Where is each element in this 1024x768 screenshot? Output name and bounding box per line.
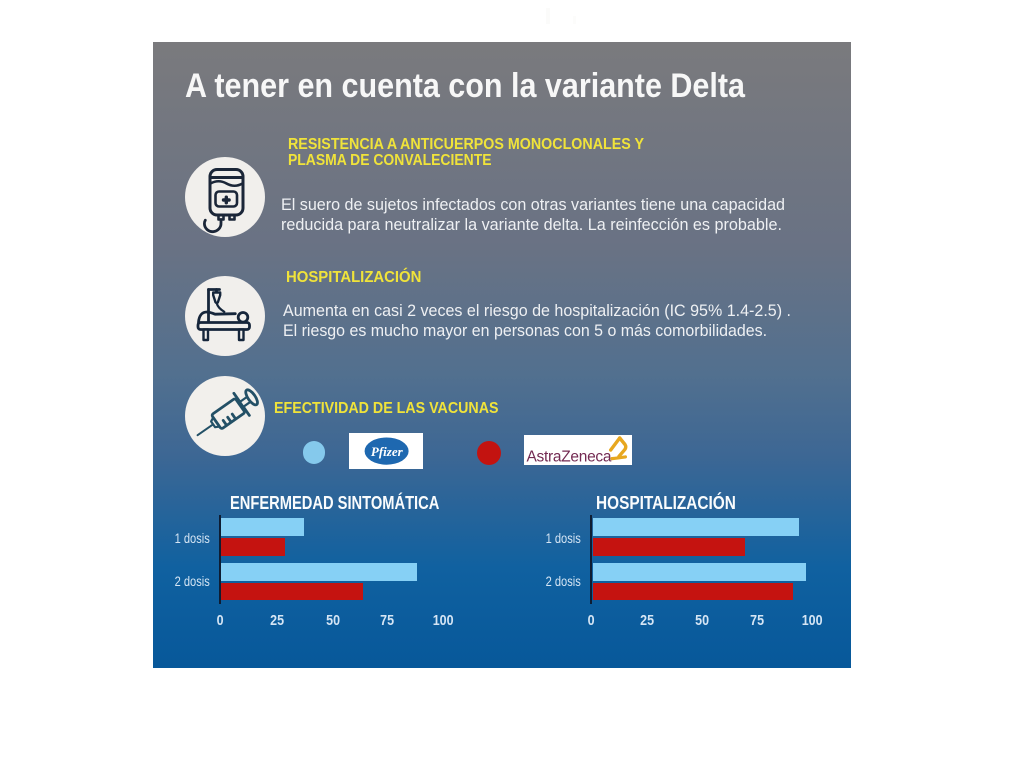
svg-text:AstraZeneca: AstraZeneca: [526, 449, 611, 465]
svg-text:Pfizer: Pfizer: [371, 443, 404, 458]
